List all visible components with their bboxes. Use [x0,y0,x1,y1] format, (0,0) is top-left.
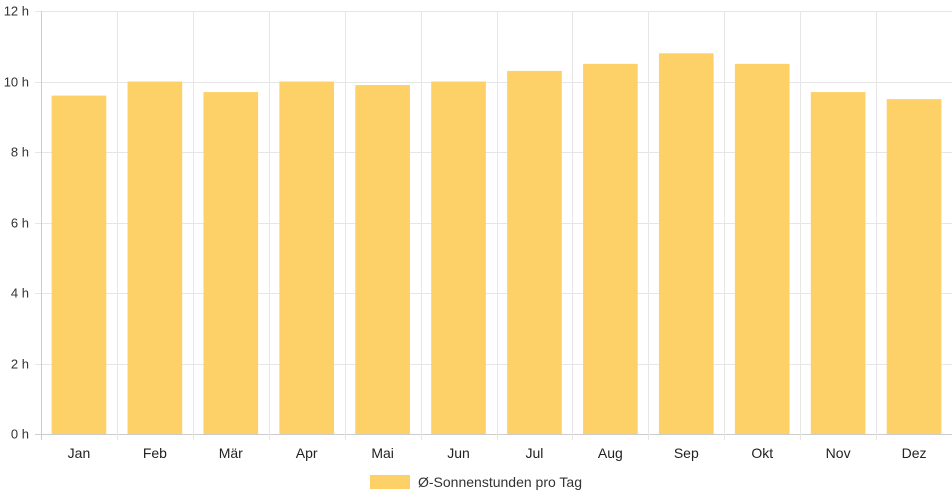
y-tick-label: 6 h [11,216,29,231]
x-tick-label: Nov [826,445,851,461]
bar-nov[interactable] [810,92,866,434]
x-tick-label: Jun [447,445,470,461]
x-tick-label: Sep [674,445,699,461]
x-tick-label: Mai [371,445,394,461]
legend-label[interactable]: Ø-Sonnenstunden pro Tag [418,474,582,490]
x-tick-label: Mär [219,445,243,461]
bar-feb[interactable] [127,81,183,435]
y-tick-label: 12 h [4,4,29,19]
bar-aug[interactable] [583,63,638,434]
bar-jul[interactable] [507,70,562,435]
bar-mär[interactable] [203,92,259,434]
x-tick-label: Dez [902,445,927,461]
x-tick-label: Feb [143,445,167,461]
x-tick-label: Jul [526,445,544,461]
y-tick-label: 8 h [11,145,29,160]
x-tick-label: Jan [68,445,91,461]
y-tick-label: 10 h [4,75,29,90]
x-axis: Jan Feb Mär Apr Mai Jun Jul Aug Sep Okt Nov Dez [68,445,927,461]
y-tick-label: 2 h [11,357,29,372]
bars [51,53,942,435]
bar-sep[interactable] [658,53,714,435]
grid-lines [35,11,952,440]
bar-dez[interactable] [886,99,942,434]
y-tick-label: 4 h [11,286,29,301]
x-tick-label: Apr [296,445,318,461]
y-axis: 0 h 2 h 4 h 6 h 8 h 10 h 12 h [4,4,29,442]
bar-apr[interactable] [279,81,335,435]
y-tick-label: 0 h [11,427,29,442]
bar-jun[interactable] [431,81,486,435]
x-tick-label: Aug [598,445,623,461]
x-tick-label: Okt [751,445,773,461]
bar-jan[interactable] [51,95,107,434]
legend-swatch[interactable] [370,475,410,489]
legend[interactable]: Ø-Sonnenstunden pro Tag [370,474,582,490]
bar-mai[interactable] [355,85,410,435]
bar-okt[interactable] [734,63,790,434]
